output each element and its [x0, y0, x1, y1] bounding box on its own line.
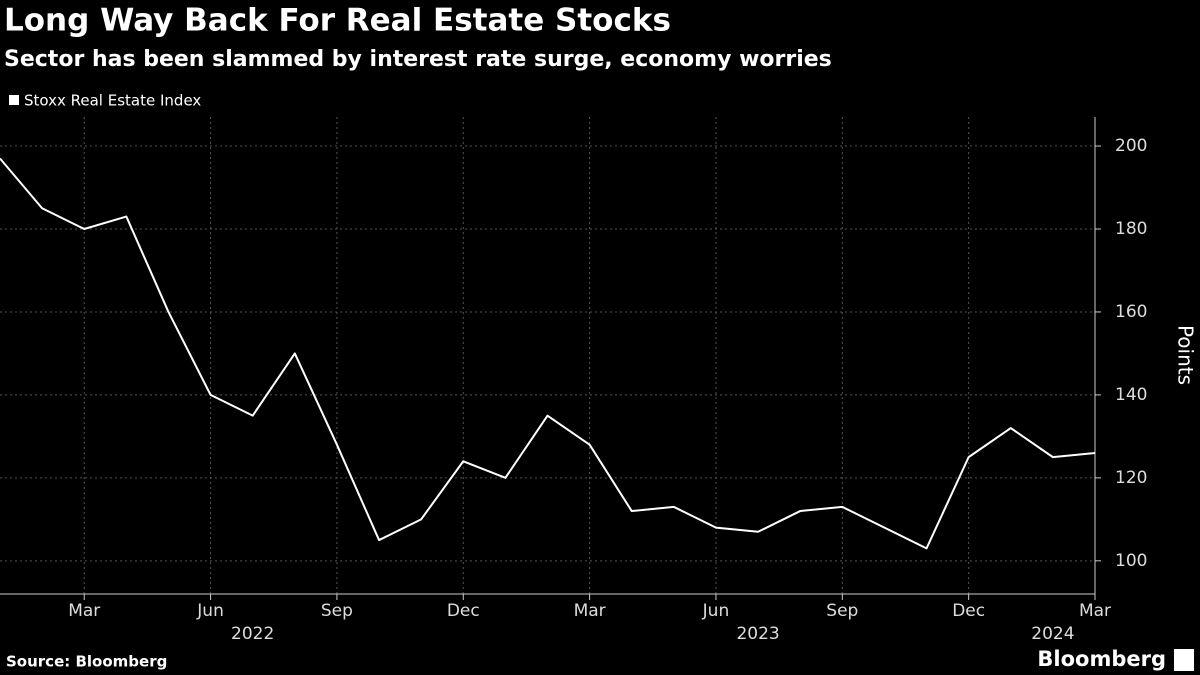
legend-swatch [9, 95, 19, 105]
year-label: 2022 [231, 624, 274, 644]
x-tick-label: Mar [574, 601, 606, 621]
x-tick-label: Sep [321, 601, 353, 621]
y-tick-label: 100 [1115, 551, 1147, 571]
line [0, 157, 1096, 550]
y-tick-label: 160 [1115, 302, 1147, 322]
x-tick-label: Mar [68, 601, 100, 621]
y-tick-label: 120 [1115, 468, 1147, 488]
chart-title: Long Way Back For Real Estate Stocks [4, 3, 671, 39]
legend-label: Stoxx Real Estate Index [24, 92, 201, 110]
x-tick-label: Jun [196, 601, 224, 621]
chart-subtitle: Sector has been slammed by interest rate… [4, 47, 832, 72]
source: Source: Bloomberg [6, 653, 167, 671]
x-tick-label: Dec [952, 601, 985, 621]
y-tick-label: 180 [1115, 219, 1147, 239]
x-tick-label: Sep [826, 601, 858, 621]
y-tick-label: 200 [1115, 136, 1147, 156]
brand-icon [1174, 649, 1194, 671]
x-tick-label: Jun [702, 601, 730, 621]
year-label: 2023 [736, 624, 779, 644]
y-axis-label: Points [1174, 325, 1198, 385]
x-tick-label: Dec [447, 601, 480, 621]
y-tick-label: 140 [1115, 385, 1147, 405]
brand: Bloomberg [1037, 647, 1166, 671]
year-label: 2024 [1031, 624, 1074, 644]
x-tick-label: Mar [1079, 601, 1111, 621]
